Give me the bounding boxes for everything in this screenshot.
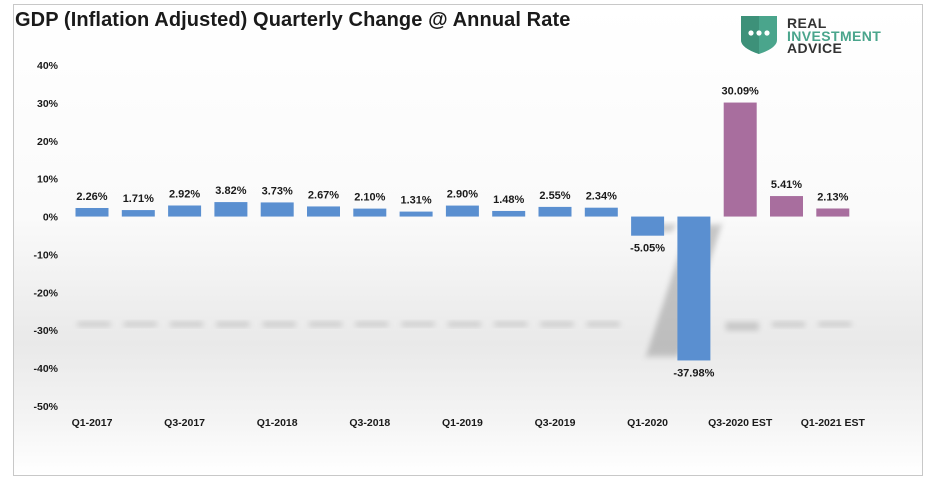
bar-shadow <box>216 322 250 327</box>
y-tick-label: -30% <box>33 325 58 337</box>
data-label: 30.09% <box>722 86 760 98</box>
bar <box>677 216 711 361</box>
data-label: 1.71% <box>123 193 154 205</box>
data-label: 2.92% <box>169 188 200 200</box>
speech-bubble-dots-icon <box>741 16 777 54</box>
x-tick-label: Q1-2018 <box>257 417 298 429</box>
y-tick-label: 40% <box>37 60 59 72</box>
x-tick-label: Q3-2017 <box>164 417 205 429</box>
x-tick-label: Q1-2020 <box>627 417 668 429</box>
data-label: 2.13% <box>817 191 848 203</box>
data-label: 1.31% <box>400 195 431 207</box>
y-tick-label: -40% <box>33 363 58 375</box>
bar <box>492 210 526 217</box>
data-label: 1.48% <box>493 194 524 206</box>
bar <box>770 196 803 217</box>
bar <box>168 205 202 217</box>
bar <box>353 208 387 217</box>
bar-shadows <box>77 224 852 357</box>
bar <box>307 206 340 217</box>
bar-shadow <box>818 322 852 327</box>
data-label: 3.82% <box>215 185 246 197</box>
bar-shadow <box>540 322 574 327</box>
logo-line-2: INVESTMENT <box>787 27 882 44</box>
data-label: 2.90% <box>447 189 478 201</box>
data-label: -5.05% <box>630 243 665 255</box>
x-tick-label: Q1-2019 <box>442 417 483 429</box>
y-axis-labels: 40% 30% 20% 10% 0% -10% -20% -30% -40% -50% <box>33 60 58 413</box>
bar-shadow <box>123 322 157 327</box>
bar <box>260 202 294 217</box>
bar <box>75 207 109 217</box>
bar-shadow <box>725 322 759 331</box>
bar-shadow <box>586 322 620 327</box>
bars <box>75 102 850 361</box>
logo-line-3: ADVICE <box>787 40 843 56</box>
bar <box>538 206 572 217</box>
bar-shadow <box>447 322 481 327</box>
data-label: 2.26% <box>76 191 107 203</box>
bar <box>445 205 479 217</box>
bar-shadow <box>772 322 805 327</box>
bar <box>214 202 248 217</box>
chart-frame <box>13 4 923 476</box>
data-label: 2.67% <box>308 189 339 201</box>
data-label: 2.34% <box>586 191 617 203</box>
data-label: 3.73% <box>262 185 293 197</box>
x-tick-label: Q1-2017 <box>72 417 113 429</box>
x-tick-label: Q3-2018 <box>349 417 390 429</box>
x-axis-labels: Q1-2017 Q3-2017 Q1-2018 Q3-2018 Q1-2019 Q3-20… <box>72 417 866 429</box>
bar <box>631 216 665 236</box>
y-tick-label: -50% <box>33 401 58 413</box>
data-labels: 2.26% 1.71% 2.92% 3.82% 3.73% 2.67% 2.10% 1.31%… <box>76 86 848 380</box>
bar-shadow <box>355 322 389 327</box>
bar-shadow <box>170 322 204 327</box>
bar-shadow <box>309 322 342 327</box>
data-label: 2.55% <box>539 190 570 202</box>
bar <box>121 210 155 217</box>
y-tick-label: -20% <box>33 287 58 299</box>
x-tick-label: Q1-2021 EST <box>801 417 866 429</box>
chart-title: GDP (Inflation Adjusted) Quarterly Chang… <box>15 9 571 31</box>
y-tick-label: 0% <box>43 212 59 224</box>
bar-shadow <box>401 322 435 327</box>
logo-line-1: REAL <box>787 15 827 31</box>
data-label: 5.41% <box>771 179 802 191</box>
bar-shadow <box>494 322 528 327</box>
y-tick-label: 30% <box>37 98 59 110</box>
bar <box>723 102 757 217</box>
bar <box>399 211 433 217</box>
bar <box>584 207 618 217</box>
y-tick-label: 20% <box>37 136 59 148</box>
logo: REAL INVESTMENT ADVICE <box>737 14 907 60</box>
x-tick-label: Q3-2019 <box>535 417 576 429</box>
bar-shadow <box>77 322 111 327</box>
y-tick-label: -10% <box>33 249 58 261</box>
data-label: 2.10% <box>354 192 385 204</box>
y-tick-label: 10% <box>37 174 59 186</box>
bar-shadow <box>262 322 296 327</box>
logo-wordmark: REAL INVESTMENT ADVICE <box>787 15 882 56</box>
x-tick-label: Q3-2020 EST <box>708 417 773 429</box>
bar <box>816 208 850 217</box>
data-label: -37.98% <box>673 367 714 379</box>
